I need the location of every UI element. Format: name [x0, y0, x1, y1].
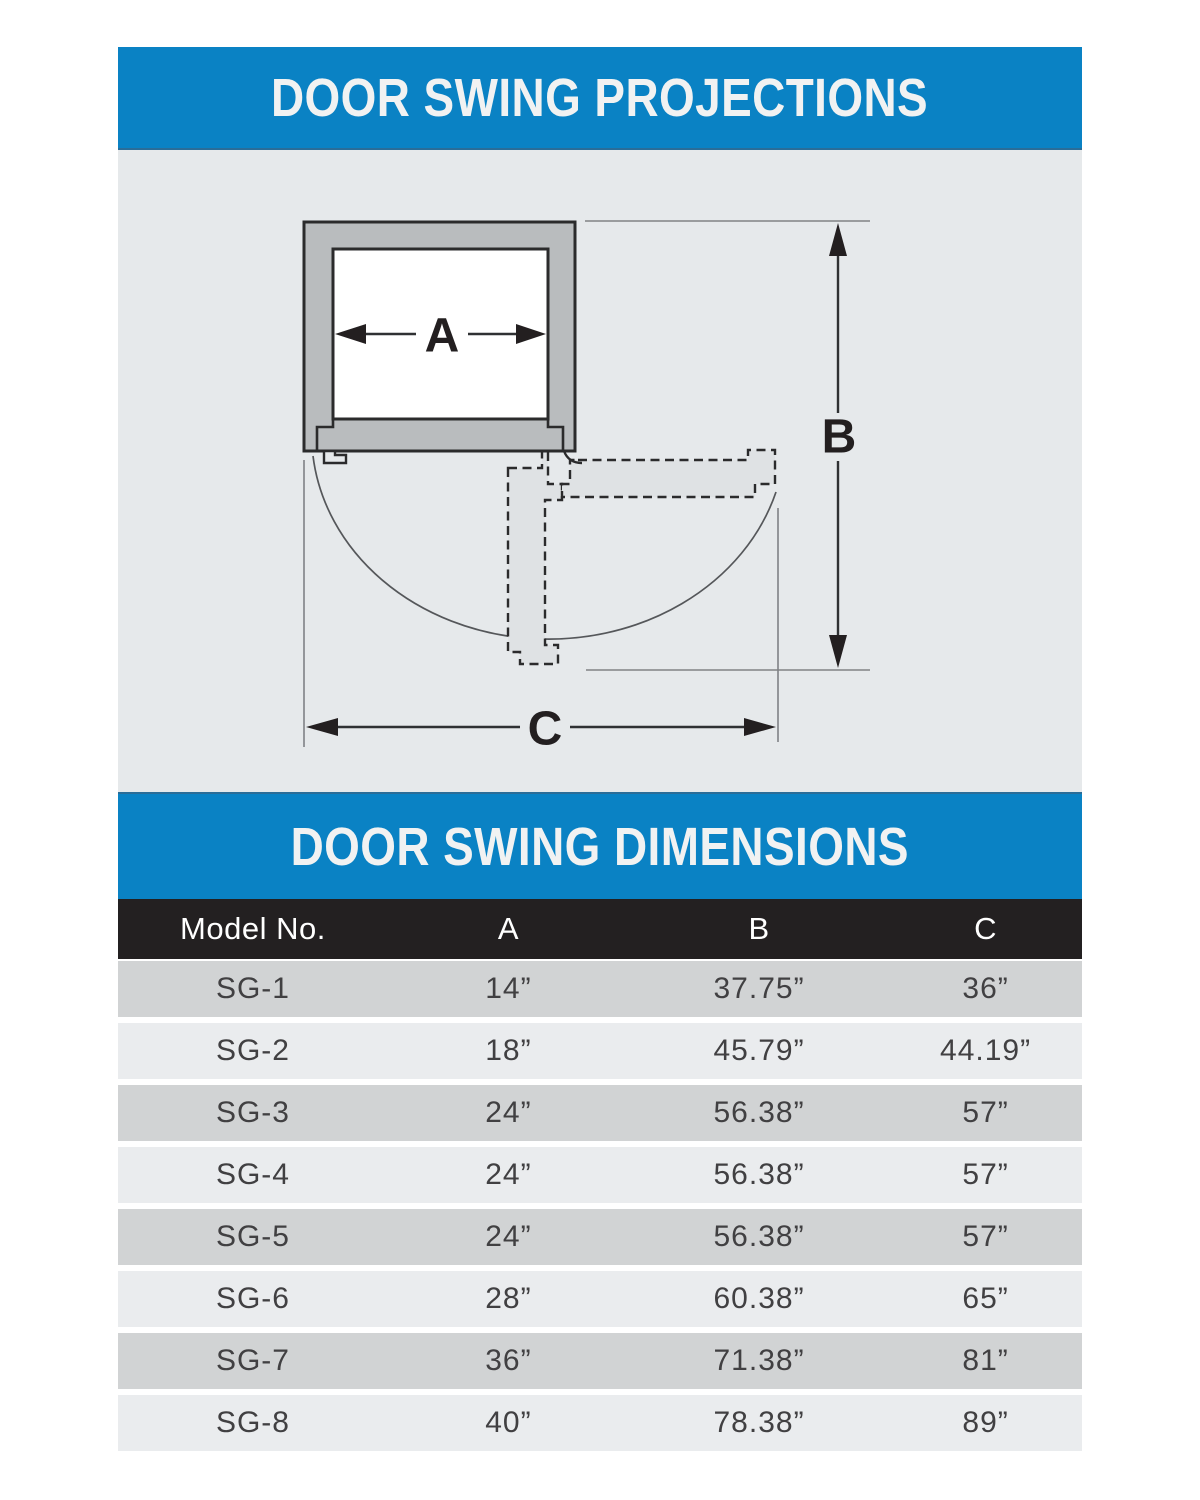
cell-b: 60.38”: [713, 1282, 805, 1315]
dimension-c-arrow: C: [306, 703, 776, 756]
cell-a: 24”: [485, 1158, 532, 1191]
cell-a: 14”: [485, 972, 532, 1005]
cell-model: SG-1: [215, 972, 290, 1005]
cell-model: SG-8: [215, 1406, 290, 1439]
cell-c: 57”: [962, 1096, 1009, 1129]
projections-title: DOOR SWING PROJECTIONS: [271, 67, 929, 128]
cell-model: SG-6: [215, 1282, 290, 1315]
b-arrowhead-down: [829, 635, 847, 668]
projections-header-band: DOOR SWING PROJECTIONS: [118, 47, 1082, 150]
column-header-c: C: [974, 911, 998, 946]
dimension-a-arrow: A: [335, 310, 546, 363]
cell-model: SG-2: [215, 1034, 290, 1067]
cell-b: 71.38”: [713, 1344, 805, 1377]
cell-model: SG-7: [215, 1344, 290, 1377]
cell-c: 44.19”: [940, 1034, 1032, 1067]
cell-a: 36”: [485, 1344, 532, 1377]
b-arrowhead-up: [829, 223, 847, 256]
cell-a: 18”: [485, 1034, 532, 1067]
cell-model: SG-4: [215, 1158, 290, 1191]
cell-b: 78.38”: [713, 1406, 805, 1439]
spec-sheet-page: DOOR SWING PROJECTIONS: [118, 0, 1082, 1451]
hinge-corner-curl: [562, 450, 583, 465]
door-swing-drawing: A B C: [302, 220, 870, 756]
door-swing-diagram: A B C: [118, 150, 1082, 792]
cell-b: 56.38”: [713, 1158, 805, 1191]
cell-b: 56.38”: [713, 1220, 805, 1253]
cell-c: 65”: [962, 1282, 1009, 1315]
cell-a: 28”: [485, 1282, 532, 1315]
table-row: SG-3 24” 56.38” 57”: [118, 1085, 1082, 1141]
cell-c: 57”: [962, 1220, 1009, 1253]
dimension-c-label: C: [528, 703, 563, 756]
c-arrowhead-left: [306, 718, 338, 736]
a-arrowhead-left: [335, 324, 366, 344]
cell-c: 89”: [962, 1406, 1009, 1439]
table-row: SG-1 14” 37.75” 36”: [118, 961, 1082, 1017]
c-arrowhead-right: [744, 718, 776, 736]
cell-model: SG-5: [215, 1220, 290, 1253]
dimensions-header-band: DOOR SWING DIMENSIONS: [118, 792, 1082, 899]
cell-a: 24”: [485, 1220, 532, 1253]
dimensions-table-body: SG-1 14” 37.75” 36” SG-2 18” 45.79” 44.1…: [118, 961, 1082, 1451]
table-row: SG-2 18” 45.79” 44.19”: [118, 1023, 1082, 1079]
cell-c: 36”: [962, 972, 1009, 1005]
dimension-b-arrow: B: [822, 223, 857, 668]
cell-b: 56.38”: [713, 1096, 805, 1129]
table-row: SG-8 40” 78.38” 89”: [118, 1395, 1082, 1451]
cell-a: 40”: [485, 1406, 532, 1439]
closed-door-step-lines: [315, 419, 565, 451]
a-arrowhead-right: [516, 324, 546, 344]
cell-b: 37.75”: [713, 972, 805, 1005]
door-open-90-outline: [506, 449, 564, 666]
cell-c: 81”: [962, 1344, 1009, 1377]
column-header-model: Model No.: [180, 911, 326, 946]
dimensions-title: DOOR SWING DIMENSIONS: [290, 816, 910, 877]
door-open-partial-outline: [560, 448, 777, 499]
dimension-a-label: A: [425, 310, 460, 363]
table-row: SG-7 36” 71.38” 81”: [118, 1333, 1082, 1389]
cell-model: SG-3: [215, 1096, 290, 1129]
cell-b: 45.79”: [713, 1034, 805, 1067]
table-row: SG-6 28” 60.38” 65”: [118, 1271, 1082, 1327]
cell-c: 57”: [962, 1158, 1009, 1191]
dimension-b-label: B: [822, 411, 857, 464]
cell-a: 24”: [485, 1096, 532, 1129]
table-row: SG-5 24” 56.38” 57”: [118, 1209, 1082, 1265]
column-header-b: B: [748, 911, 770, 946]
table-header-row: Model No. A B C: [118, 899, 1082, 959]
table-row: SG-4 24” 56.38” 57”: [118, 1147, 1082, 1203]
column-header-a: A: [497, 911, 519, 946]
hinge-bracket: [322, 449, 348, 465]
